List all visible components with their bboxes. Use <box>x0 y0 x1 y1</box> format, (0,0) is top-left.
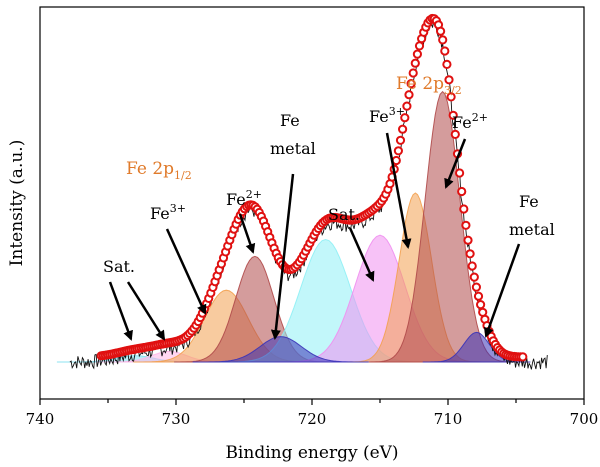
envelope-point <box>438 35 448 45</box>
arrow-fe2-right <box>444 138 467 189</box>
envelope-point <box>473 291 484 301</box>
fitted-envelope <box>96 13 528 362</box>
arrow-sat-left-a <box>108 281 133 341</box>
envelope-point <box>404 90 414 100</box>
envelope-point <box>450 129 460 139</box>
envelope-point <box>410 58 420 68</box>
arrow-fe3-right <box>385 132 412 249</box>
envelope-point <box>467 261 477 271</box>
label-sat-left: Sat. <box>103 257 135 276</box>
annotation-arrows <box>108 132 521 341</box>
x-axis-ticks: 740 730 720 710 700 <box>26 399 599 428</box>
label-femetal-right-1: Fe <box>519 192 539 211</box>
x-tick-label: 740 <box>26 410 55 428</box>
label-fe3-left: Fe3+ <box>150 202 186 223</box>
envelope-point <box>518 352 528 362</box>
arrow-fe3-left <box>165 228 207 315</box>
envelope-point <box>398 124 408 134</box>
label-fe2p12: Fe 2p1/2 <box>126 159 192 182</box>
envelope-point <box>457 186 467 197</box>
peak-fe-metal-722.3 <box>192 336 369 363</box>
x-tick-label: 720 <box>298 410 327 428</box>
arrow-femetal-right <box>483 243 521 338</box>
envelope-point <box>440 46 450 56</box>
envelope-point <box>459 204 469 214</box>
label-femetal-mid-1: Fe <box>280 111 300 130</box>
envelope-point <box>393 146 403 156</box>
y-axis-title: Intensity (a.u.) <box>7 140 27 267</box>
label-fe2-left: Fe2+ <box>226 188 262 209</box>
envelope-point <box>446 92 456 102</box>
envelope-point <box>448 110 458 120</box>
label-femetal-mid-2: metal <box>270 139 316 158</box>
label-fe2p32: Fe 2p3/2 <box>396 74 462 97</box>
envelope-point <box>444 75 454 85</box>
envelope-point <box>395 135 406 145</box>
label-fe3-right: Fe3+ <box>369 105 405 126</box>
envelope-point <box>471 282 481 292</box>
envelope-point <box>463 235 473 245</box>
envelope-point <box>406 79 416 89</box>
x-tick-label: 700 <box>570 410 599 428</box>
envelope-point <box>469 272 479 282</box>
fitted-peaks <box>56 90 531 363</box>
envelope-point <box>414 41 425 51</box>
arrow-sat-left-b <box>126 281 166 341</box>
label-femetal-right-2: metal <box>509 220 555 239</box>
peak-fe-metal-707.9 <box>422 331 531 363</box>
envelope-point <box>461 220 471 230</box>
envelope-point <box>412 49 422 59</box>
envelope-point <box>436 26 446 36</box>
x-tick-label: 710 <box>434 410 463 428</box>
label-fe2-right: Fe2+ <box>452 111 488 132</box>
envelope-point <box>476 300 486 310</box>
arrow-femetal-mid <box>270 173 295 340</box>
envelope-point <box>455 168 465 178</box>
label-sat-mid: Sat. <box>328 205 360 224</box>
arrow-fe2-left <box>238 213 256 254</box>
envelope-point <box>402 101 412 111</box>
envelope-point <box>465 249 475 259</box>
x-tick-label: 730 <box>162 410 191 428</box>
x-axis-title: Binding energy (eV) <box>225 443 398 463</box>
envelope-point <box>400 113 410 123</box>
arrow-sat-mid <box>348 227 375 282</box>
envelope-point <box>408 68 418 78</box>
envelope-point <box>442 59 452 70</box>
